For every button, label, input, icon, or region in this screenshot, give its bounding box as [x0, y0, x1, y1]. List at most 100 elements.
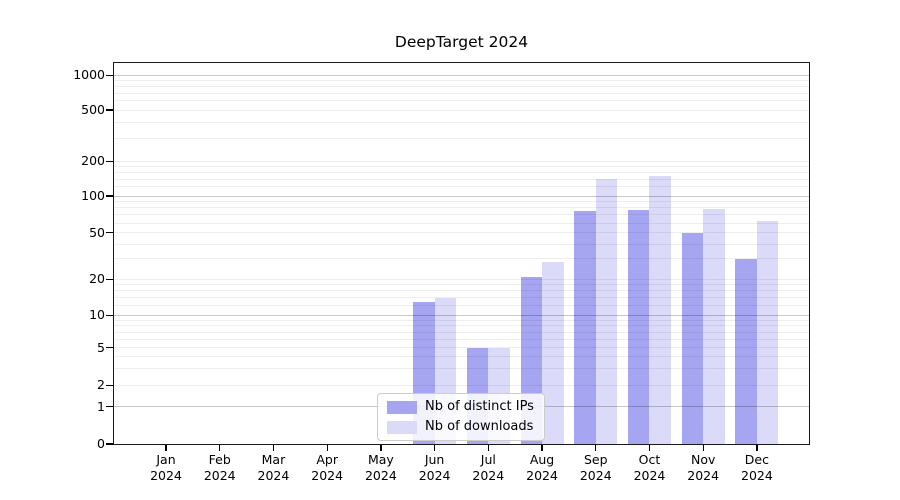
y-tick-label-500: 500	[81, 102, 105, 118]
x-tick-mark-jun	[433, 445, 436, 451]
y-tick-label-200: 200	[81, 153, 105, 169]
x-tick-mark-oct	[648, 445, 651, 451]
gridline-700	[114, 92, 809, 94]
gridline-800	[114, 85, 809, 87]
gridline-9	[114, 319, 809, 321]
x-tick-label-dec: Dec 2024	[741, 452, 773, 483]
gridline-18	[114, 284, 809, 286]
x-tick-mark-mar	[272, 445, 275, 451]
gridline-40	[114, 243, 809, 245]
x-tick-label-jun: Jun 2024	[418, 452, 451, 483]
y-tick-mark-20	[106, 278, 113, 280]
y-tick-mark-50	[106, 232, 113, 234]
x-tick-mark-apr	[326, 445, 328, 451]
bar-downloads-sep	[595, 179, 618, 444]
y-tick-label-5: 5	[97, 339, 105, 355]
y-tick-mark-500	[106, 109, 113, 111]
x-tick-mark-feb	[219, 445, 221, 451]
x-tick-mark-jan	[165, 445, 167, 451]
gridline-600	[114, 100, 809, 102]
y-tick-mark-5	[106, 347, 113, 349]
bar-distinct-ips-dec	[735, 258, 757, 444]
y-tick-label-1: 1	[97, 398, 105, 414]
legend: Nb of distinct IPs Nb of downloads	[377, 393, 545, 441]
plot-area	[113, 62, 810, 445]
gridline-3	[114, 368, 809, 370]
y-tick-label-0: 0	[97, 436, 105, 451]
legend-item-distinct-ips: Nb of distinct IPs	[387, 400, 534, 414]
x-tick-label-mar: Mar 2024	[257, 452, 290, 483]
bar-downloads-dec	[756, 221, 779, 444]
gridline-2	[114, 384, 809, 386]
gridline-4	[114, 356, 809, 358]
gridline-1000	[114, 74, 809, 76]
gridline-7	[114, 331, 809, 333]
bar-distinct-ips-oct	[627, 209, 650, 444]
gridline-500	[114, 109, 809, 111]
x-tick-label-sep: Sep 2024	[579, 452, 612, 483]
legend-swatch-distinct-ips	[387, 400, 417, 414]
y-tick-mark-1000	[106, 74, 113, 76]
gridline-10	[114, 314, 809, 316]
gridline-50	[114, 232, 809, 234]
y-tick-mark-200	[106, 160, 113, 163]
gridline-60	[114, 222, 809, 224]
x-tick-mark-may	[380, 445, 382, 451]
gridline-140	[114, 178, 809, 180]
gridline-6	[114, 338, 809, 340]
y-tick-label-1000: 1000	[73, 67, 105, 83]
bar-downloads-oct	[649, 175, 671, 444]
x-tick-mark-jul	[487, 445, 489, 451]
bar-downloads-nov	[703, 209, 725, 444]
y-tick-label-20: 20	[89, 271, 105, 287]
gridline-12	[114, 305, 809, 307]
legend-label-downloads: Nb of downloads	[425, 419, 534, 434]
gridline-300	[114, 138, 809, 140]
x-tick-label-aug: Aug 2024	[526, 452, 558, 483]
gridline-70	[114, 214, 809, 216]
x-tick-mark-dec	[756, 445, 758, 451]
y-tick-label-50: 50	[89, 224, 105, 240]
x-tick-label-oct: Oct 2024	[633, 452, 666, 483]
y-tick-label-100: 100	[81, 188, 105, 203]
x-tick-label-nov: Nov 2024	[687, 452, 720, 483]
gridline-8	[114, 325, 809, 327]
y-tick-mark-100	[106, 195, 113, 197]
gridline-160	[114, 172, 809, 174]
gridline-120	[114, 186, 809, 188]
gridline-900	[114, 80, 809, 82]
gridline-180	[114, 166, 809, 168]
gridline-16	[114, 290, 809, 292]
y-tick-mark-0	[106, 443, 113, 445]
bar-distinct-ips-sep	[574, 211, 596, 444]
x-tick-label-may: May 2024	[364, 452, 397, 483]
y-tick-label-10: 10	[89, 307, 105, 323]
gridline-200	[114, 160, 809, 162]
x-tick-mark-aug	[541, 445, 543, 451]
gridline-30	[114, 258, 809, 260]
x-tick-label-feb: Feb 2024	[203, 452, 236, 483]
y-tick-mark-1	[106, 405, 113, 408]
gridline-14	[114, 297, 809, 299]
gridline-80	[114, 207, 809, 209]
gridline-20	[114, 278, 809, 280]
bar-downloads-aug	[542, 262, 564, 444]
x-tick-label-apr: Apr 2024	[311, 452, 344, 483]
y-tick-mark-10	[106, 314, 113, 317]
x-tick-label-jan: Jan 2024	[150, 452, 182, 483]
x-tick-label-jul: Jul 2024	[472, 452, 505, 483]
x-tick-mark-sep	[595, 445, 597, 451]
legend-label-distinct-ips: Nb of distinct IPs	[425, 399, 534, 414]
y-tick-mark-2	[106, 384, 113, 386]
x-tick-mark-nov	[702, 445, 704, 451]
bar-distinct-ips-nov	[681, 232, 704, 444]
legend-swatch-downloads	[387, 420, 417, 434]
gridline-400	[114, 122, 809, 124]
legend-item-downloads: Nb of downloads	[387, 420, 534, 434]
gridline-90	[114, 201, 809, 203]
chart-title: DeepTarget 2024	[394, 33, 529, 51]
gridline-5	[114, 347, 809, 349]
gridline-100	[114, 195, 809, 197]
y-tick-label-2: 2	[97, 377, 105, 393]
